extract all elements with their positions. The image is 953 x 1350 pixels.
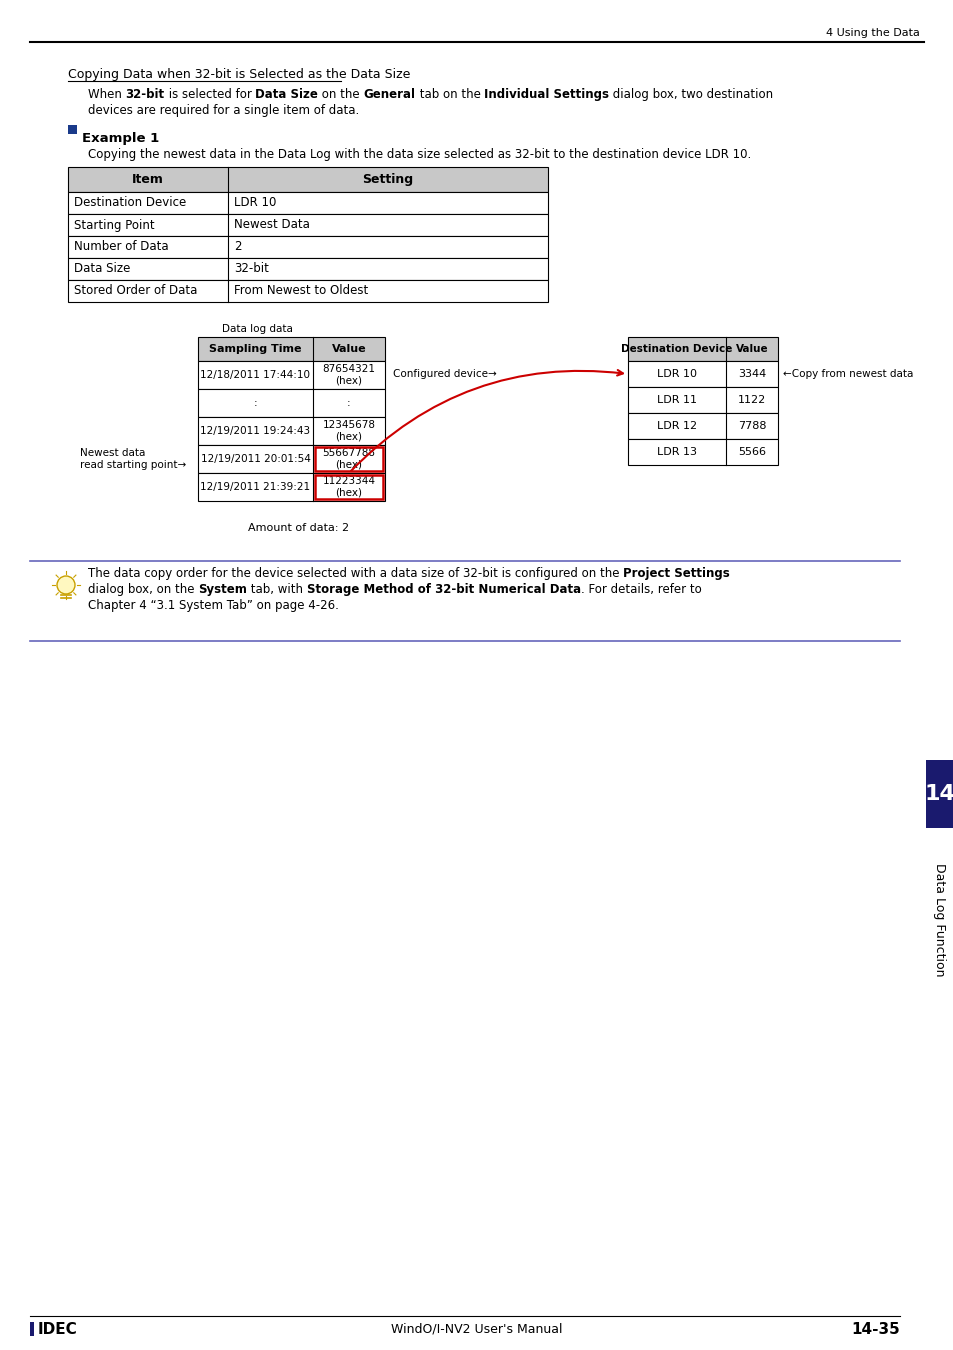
Text: 12345678
(hex): 12345678 (hex) (322, 420, 375, 441)
Text: 7788: 7788 (737, 421, 765, 431)
Text: Storage Method of 32-bit Numerical Data: Storage Method of 32-bit Numerical Data (307, 583, 580, 595)
Text: 3344: 3344 (737, 369, 765, 379)
Text: is selected for: is selected for (165, 88, 255, 101)
Text: 32-bit: 32-bit (233, 262, 269, 275)
Text: Copying Data when 32-bit is Selected as the Data Size: Copying Data when 32-bit is Selected as … (68, 68, 410, 81)
Bar (198, 446, 385, 472)
Text: General: General (363, 88, 416, 101)
Text: 4 Using the Data: 4 Using the Data (825, 28, 919, 38)
Text: LDR 13: LDR 13 (657, 447, 697, 458)
Text: Sampling Time: Sampling Time (209, 344, 301, 354)
Text: :: : (253, 398, 257, 408)
Text: 12/19/2011 21:39:21: 12/19/2011 21:39:21 (200, 482, 311, 491)
Bar (627, 413, 778, 439)
Text: 12/19/2011 19:24:43: 12/19/2011 19:24:43 (200, 427, 311, 436)
Text: Stored Order of Data: Stored Order of Data (74, 285, 197, 297)
Bar (68, 279, 547, 302)
Circle shape (57, 576, 75, 594)
Bar (198, 417, 385, 446)
Text: devices are required for a single item of data.: devices are required for a single item o… (88, 104, 359, 117)
Text: When: When (88, 88, 126, 101)
Text: The data copy order for the device selected with a data size of 32-bit is config: The data copy order for the device selec… (88, 567, 622, 580)
Text: ←Copy from newest data: ←Copy from newest data (782, 369, 912, 379)
Bar (314, 447, 382, 471)
Bar (627, 387, 778, 413)
Text: LDR 11: LDR 11 (657, 396, 697, 405)
Text: Data Size: Data Size (74, 262, 131, 275)
Bar (925, 760, 953, 828)
Text: 2: 2 (233, 240, 241, 254)
Text: Example 1: Example 1 (82, 132, 159, 144)
Text: System: System (198, 583, 247, 595)
Text: Number of Data: Number of Data (74, 240, 169, 254)
Text: Newest data
read starting point→: Newest data read starting point→ (80, 448, 186, 470)
Text: on the: on the (318, 88, 363, 101)
Bar (314, 475, 382, 500)
Text: 14: 14 (923, 784, 953, 805)
Text: Item: Item (132, 173, 164, 186)
Text: Data Size: Data Size (255, 88, 318, 101)
Text: 55667788
(hex): 55667788 (hex) (322, 448, 375, 470)
Bar (198, 338, 385, 360)
Text: Amount of data: 2: Amount of data: 2 (248, 522, 349, 533)
Text: Setting: Setting (362, 173, 414, 186)
Bar (627, 338, 778, 360)
Text: Data Log Function: Data Log Function (933, 863, 945, 977)
Text: Destination Device: Destination Device (74, 197, 186, 209)
Text: 12/18/2011 17:44:10: 12/18/2011 17:44:10 (200, 370, 310, 379)
Text: tab on the: tab on the (416, 88, 484, 101)
Text: Data log data: Data log data (222, 324, 293, 333)
Text: 87654321
(hex): 87654321 (hex) (322, 364, 375, 386)
Text: Copying the newest data in the Data Log with the data size selected as 32-bit to: Copying the newest data in the Data Log … (88, 148, 750, 161)
Bar (198, 360, 385, 389)
Text: 1122: 1122 (737, 396, 765, 405)
Bar (30, 1322, 34, 1336)
Bar (68, 192, 547, 215)
Text: tab, with: tab, with (247, 583, 307, 595)
Text: LDR 10: LDR 10 (233, 197, 276, 209)
Text: From Newest to Oldest: From Newest to Oldest (233, 285, 368, 297)
Text: 14-35: 14-35 (850, 1322, 899, 1336)
Text: Destination Device: Destination Device (620, 344, 732, 354)
Text: Configured device→: Configured device→ (393, 369, 497, 379)
Bar (198, 389, 385, 417)
Text: Newest Data: Newest Data (233, 219, 310, 231)
Bar (68, 236, 547, 258)
Text: WindO/I-NV2 User's Manual: WindO/I-NV2 User's Manual (391, 1323, 562, 1335)
Bar (68, 215, 547, 236)
Text: Project Settings: Project Settings (622, 567, 729, 580)
Text: Individual Settings: Individual Settings (484, 88, 609, 101)
Text: :: : (347, 398, 351, 408)
Bar (68, 167, 547, 192)
Text: Starting Point: Starting Point (74, 219, 154, 231)
Text: 5566: 5566 (738, 447, 765, 458)
Text: IDEC: IDEC (38, 1322, 77, 1336)
Text: dialog box, two destination: dialog box, two destination (609, 88, 773, 101)
Text: Chapter 4 “3.1 System Tab” on page 4-26.: Chapter 4 “3.1 System Tab” on page 4-26. (88, 599, 338, 612)
Bar (627, 360, 778, 387)
Text: Value: Value (332, 344, 366, 354)
Text: Value: Value (735, 344, 767, 354)
Bar (68, 258, 547, 279)
Text: LDR 12: LDR 12 (657, 421, 697, 431)
Bar (627, 439, 778, 464)
Bar (198, 472, 385, 501)
Text: 11223344
(hex): 11223344 (hex) (322, 477, 375, 498)
Text: . For details, refer to: . For details, refer to (580, 583, 701, 595)
Bar (68, 126, 77, 134)
Text: dialog box, on the: dialog box, on the (88, 583, 198, 595)
Text: 12/19/2011 20:01:54: 12/19/2011 20:01:54 (200, 454, 310, 464)
Text: 32-bit: 32-bit (126, 88, 165, 101)
Text: LDR 10: LDR 10 (657, 369, 697, 379)
